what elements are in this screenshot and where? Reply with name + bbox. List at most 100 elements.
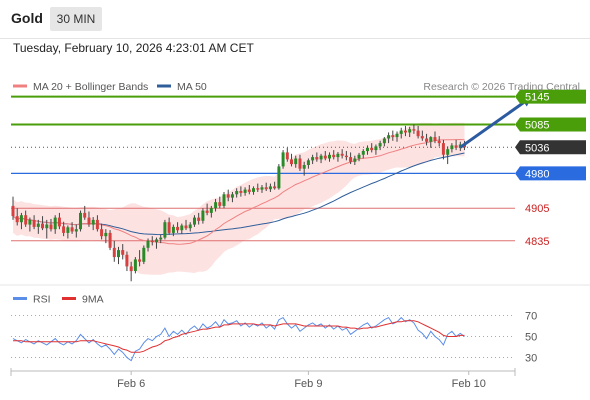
candle-body xyxy=(323,155,327,159)
candle-body xyxy=(425,138,429,142)
resistance-label-5085: 5085 xyxy=(525,120,549,132)
candle-body xyxy=(433,137,437,141)
candle-body xyxy=(382,138,386,144)
candle-body xyxy=(45,224,49,229)
legend-swatch-ma50 xyxy=(157,84,171,88)
candle-body xyxy=(441,143,445,155)
candle-body xyxy=(370,147,374,151)
candle-body xyxy=(146,240,150,248)
candle-body xyxy=(437,140,441,144)
candle-body xyxy=(450,145,454,150)
support-label-4905: 4905 xyxy=(525,203,549,215)
candle-body xyxy=(243,189,247,193)
candle-body xyxy=(285,152,289,160)
candle-body xyxy=(79,212,82,230)
candle-body xyxy=(247,189,251,192)
x-tick-label: Feb 10 xyxy=(452,378,486,390)
candle-body xyxy=(176,226,180,231)
candle-body xyxy=(121,250,125,255)
candle-body xyxy=(112,247,116,258)
candle-body xyxy=(336,153,340,158)
candle-body xyxy=(235,191,239,195)
candle-body xyxy=(290,159,293,165)
candle-body xyxy=(125,254,129,267)
candle-body xyxy=(201,210,205,221)
candle-body xyxy=(49,224,53,230)
candle-body xyxy=(226,194,230,198)
candle-body xyxy=(66,227,70,233)
candle-body xyxy=(277,166,281,189)
candle-body xyxy=(306,160,310,165)
candle-body xyxy=(349,157,353,162)
rsi-tick-label-70: 70 xyxy=(525,311,537,323)
support-label-4835: 4835 xyxy=(525,236,549,248)
candle-body xyxy=(117,250,120,258)
candle-body xyxy=(408,129,412,133)
candle-body xyxy=(387,135,391,139)
candle-body xyxy=(155,239,158,243)
resistance-tag-5085 xyxy=(515,117,586,132)
legend-label-ma50: MA 50 xyxy=(177,81,207,93)
current-tag-5036 xyxy=(515,140,586,155)
candle-body xyxy=(193,217,196,225)
x-tick-label: Feb 9 xyxy=(294,378,322,390)
candle-body xyxy=(239,191,243,193)
candle-body xyxy=(315,157,319,160)
candle-body xyxy=(366,147,369,152)
candle-body xyxy=(260,187,264,190)
candle-body xyxy=(332,154,336,158)
candle-body xyxy=(357,154,361,159)
resistance-tag-5145 xyxy=(515,89,586,104)
candle-body xyxy=(188,224,192,229)
candle-body xyxy=(138,259,142,262)
candle-body xyxy=(87,217,91,225)
candle-body xyxy=(328,154,331,159)
candle-body xyxy=(32,219,36,227)
candle-body xyxy=(404,130,407,133)
rsi-tick-label-50: 50 xyxy=(525,332,537,344)
candle-body xyxy=(15,216,19,223)
candle-body xyxy=(171,226,175,233)
candle-body xyxy=(100,229,104,237)
candle-body xyxy=(302,165,306,169)
legend-swatch-ma20 xyxy=(13,84,27,88)
candle-body xyxy=(374,146,378,151)
candle-body xyxy=(167,222,171,233)
x-tick-label: Feb 6 xyxy=(117,378,145,390)
candle-body xyxy=(53,217,57,230)
candle-body xyxy=(184,225,188,229)
rsi-9ma-line xyxy=(13,320,465,353)
header: Gold 30 MIN xyxy=(0,0,590,38)
candle-body xyxy=(214,202,218,209)
candle-body xyxy=(395,133,399,138)
instrument-title: Gold xyxy=(11,10,43,26)
candle-body xyxy=(294,158,298,165)
candle-body xyxy=(28,219,32,225)
candle-body xyxy=(252,188,255,192)
legend-label-ma20: MA 20 + Bollinger Bands xyxy=(33,81,148,93)
watermark-text: Research © 2026 Trading Central xyxy=(423,81,580,93)
candle-body xyxy=(344,155,348,158)
candle-body xyxy=(159,237,163,240)
timeframe-button[interactable]: 30 MIN xyxy=(50,7,102,31)
candle-body xyxy=(108,232,112,248)
candle-body xyxy=(429,137,433,142)
candle-body xyxy=(62,226,66,233)
candle-body xyxy=(104,232,108,237)
candle-body xyxy=(353,158,357,162)
candle-body xyxy=(420,136,424,139)
candle-body xyxy=(163,222,167,238)
candle-body xyxy=(361,151,365,155)
legend-swatch-rsi xyxy=(13,297,27,300)
timestamp: Tuesday, February 10, 2026 4:23:01 AM CE… xyxy=(13,41,254,55)
candle-body xyxy=(150,240,154,243)
candle-body xyxy=(209,208,213,213)
candle-body xyxy=(205,210,209,213)
candle-body xyxy=(416,130,420,137)
pivot-tag-4980 xyxy=(515,166,586,181)
bollinger-bands-fill xyxy=(13,122,465,275)
projection-arrow-shaft xyxy=(459,101,525,149)
candle-body xyxy=(19,215,23,223)
candle-body xyxy=(399,130,403,134)
